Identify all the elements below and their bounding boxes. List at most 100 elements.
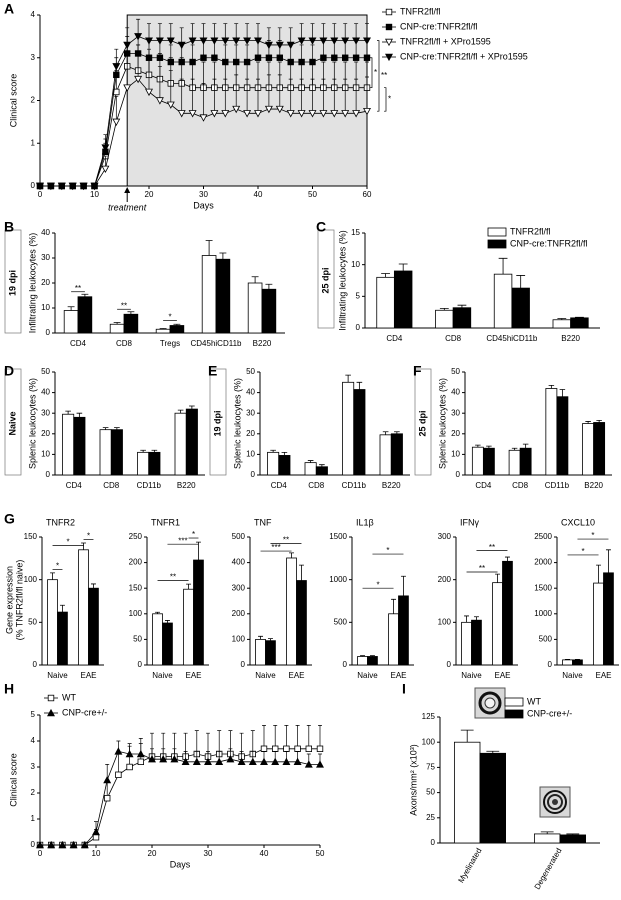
marker	[232, 58, 240, 66]
error-bar	[360, 655, 366, 657]
error-bar	[234, 74, 239, 110]
bar	[393, 270, 413, 329]
x-tick-label: CD45hiCD11b	[486, 334, 538, 343]
bar	[162, 622, 173, 666]
marker	[330, 110, 339, 118]
marker	[104, 795, 111, 802]
error-bar	[102, 427, 109, 430]
group-label: 25 dpi	[320, 267, 330, 293]
error-bar	[473, 616, 479, 621]
group-label-box	[414, 368, 432, 476]
x-tick-label: 30	[204, 849, 213, 858]
legend-label: TNFR2fl/fl + XPro1595	[400, 36, 491, 46]
legend-label: CNP-cre:TNFR2fl/fl	[400, 21, 478, 31]
y-tick-label: 0	[548, 660, 553, 669]
y-tick-label: 1500	[329, 532, 347, 541]
y-tick-label: 10	[41, 303, 50, 312]
y-axis-label: Clinical score	[8, 753, 18, 807]
marker	[199, 114, 208, 122]
legend-label: TNFR2fl/fl	[400, 6, 441, 16]
bar	[502, 560, 513, 666]
group-label-box	[4, 229, 22, 334]
y-tick-label: 0	[46, 470, 51, 479]
panel-letter: H	[4, 681, 14, 697]
bar	[357, 656, 368, 666]
error-bar	[127, 311, 135, 315]
x-tick-label: CD8	[103, 481, 120, 490]
significance-label: *	[376, 580, 379, 589]
panel-letter: D	[4, 363, 14, 379]
x-tick-label: 40	[254, 190, 263, 199]
panel-letter: B	[4, 219, 14, 235]
y-tick-label: 0	[31, 840, 36, 849]
y-tick-label: 30	[451, 408, 460, 417]
x-tick-label: Naive	[461, 671, 482, 680]
legend-marker	[385, 38, 393, 47]
y-tick-label: 300	[232, 583, 246, 592]
error-bar	[189, 405, 195, 410]
marker	[115, 771, 122, 778]
y-tick-label: 5	[31, 710, 36, 719]
y-axis-label: Infiltrating leukocytes (%)	[27, 233, 37, 334]
marker	[57, 182, 66, 191]
error-bar	[190, 78, 195, 114]
panel-letter: E	[208, 363, 217, 379]
marker	[156, 54, 164, 61]
error-bar	[267, 638, 273, 641]
error-bar	[194, 730, 199, 754]
error-bar	[585, 421, 591, 424]
legend-label: WT	[527, 696, 541, 706]
error-bar	[559, 389, 566, 397]
marker	[189, 58, 196, 66]
x-tick-label: Naive	[152, 671, 173, 680]
x-tick-label: CD4	[271, 481, 288, 490]
error-bar	[356, 381, 363, 390]
x-tick-label: EAE	[80, 671, 96, 680]
x-tick-label: B220	[382, 481, 401, 490]
bar	[247, 282, 263, 334]
y-tick-label: 10	[451, 450, 460, 459]
x-tick-label: CD4	[475, 481, 492, 490]
bar	[62, 413, 75, 476]
marker	[320, 54, 327, 61]
y-tick-label: 1500	[534, 583, 552, 592]
bar	[435, 309, 454, 329]
bar	[183, 588, 194, 666]
marker	[215, 757, 224, 765]
x-tick-label: EAE	[288, 671, 304, 680]
error-bar	[318, 725, 322, 749]
error-bar	[400, 575, 406, 596]
error-bar	[540, 831, 554, 834]
marker	[363, 37, 371, 45]
marker	[134, 33, 143, 41]
marker	[112, 118, 121, 127]
bar	[215, 258, 231, 334]
subplot-title: CXCL10	[561, 517, 595, 527]
significance-label: *	[56, 562, 59, 571]
y-tick-label: 50	[426, 788, 435, 797]
significance-bracket	[377, 40, 380, 112]
error-bar	[65, 410, 71, 415]
bar	[353, 389, 366, 476]
error-bar	[125, 53, 130, 88]
marker	[155, 97, 164, 105]
significance-label: *	[192, 530, 195, 539]
marker	[232, 105, 241, 114]
marker	[243, 58, 251, 66]
y-tick-label: 1000	[329, 575, 347, 584]
x-tick-label: 30	[199, 190, 208, 199]
marker	[79, 182, 88, 191]
x-tick-label: B220	[561, 334, 580, 343]
error-bar	[516, 275, 526, 289]
significance-label: *	[374, 68, 377, 77]
y-tick-label: 500	[232, 532, 246, 541]
bar	[278, 455, 291, 476]
error-bar	[262, 725, 266, 749]
y-tick-label: 4	[31, 736, 36, 745]
x-axis-label: Days	[193, 200, 214, 210]
legend-marker	[47, 694, 55, 702]
error-bar	[557, 318, 567, 320]
bar	[78, 549, 89, 666]
error-bar	[76, 412, 83, 418]
